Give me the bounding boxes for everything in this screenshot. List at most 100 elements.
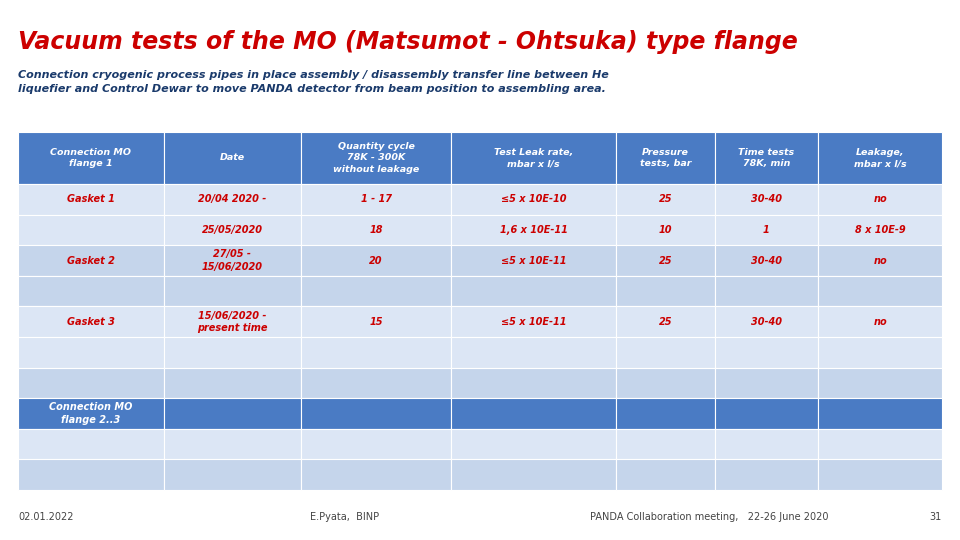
Bar <box>818 245 942 276</box>
Bar <box>451 306 615 337</box>
Text: Connection MO
flange 2..3: Connection MO flange 2..3 <box>49 402 132 424</box>
Text: Time tests
78K, min: Time tests 78K, min <box>738 148 795 168</box>
Text: 31: 31 <box>929 512 942 522</box>
Bar <box>300 184 451 214</box>
Bar <box>818 337 942 368</box>
Bar <box>451 398 615 429</box>
Bar <box>714 214 818 245</box>
Bar <box>615 276 714 306</box>
Text: 15: 15 <box>370 316 383 327</box>
Text: ≤5 x 10E-11: ≤5 x 10E-11 <box>501 316 566 327</box>
Text: 25: 25 <box>659 255 672 266</box>
Text: 8 x 10E-9: 8 x 10E-9 <box>854 225 905 235</box>
Bar <box>818 214 942 245</box>
Bar <box>615 306 714 337</box>
Text: ≤5 x 10E-10: ≤5 x 10E-10 <box>501 194 566 204</box>
Bar <box>451 460 615 490</box>
Bar <box>451 337 615 368</box>
Bar <box>714 368 818 398</box>
Text: 27/05 -
15/06/2020: 27/05 - 15/06/2020 <box>202 249 263 272</box>
Bar <box>714 337 818 368</box>
Bar <box>451 245 615 276</box>
Bar <box>615 368 714 398</box>
Bar <box>164 184 300 214</box>
Text: 30-40: 30-40 <box>751 316 782 327</box>
Bar <box>18 429 164 460</box>
Bar <box>714 306 818 337</box>
Bar <box>300 337 451 368</box>
Bar <box>451 368 615 398</box>
Bar <box>300 398 451 429</box>
Bar <box>164 429 300 460</box>
Bar <box>18 245 164 276</box>
Bar <box>714 429 818 460</box>
Bar <box>818 398 942 429</box>
Bar <box>300 368 451 398</box>
Text: Connection cryogenic process pipes in place assembly / disassembly transfer line: Connection cryogenic process pipes in pl… <box>18 70 609 94</box>
Bar <box>615 460 714 490</box>
Bar <box>818 132 942 184</box>
Text: PANDA Collaboration meeting,   22-26 June 2020: PANDA Collaboration meeting, 22-26 June … <box>590 512 828 522</box>
Text: Vacuum tests of the MO (Matsumot - Ohtsuka) type flange: Vacuum tests of the MO (Matsumot - Ohtsu… <box>18 30 798 54</box>
Bar <box>714 276 818 306</box>
Text: 02.01.2022: 02.01.2022 <box>18 512 74 522</box>
Bar <box>818 306 942 337</box>
Text: 30-40: 30-40 <box>751 194 782 204</box>
Bar <box>18 368 164 398</box>
Text: ≤5 x 10E-11: ≤5 x 10E-11 <box>501 255 566 266</box>
Text: 18: 18 <box>370 225 383 235</box>
Bar <box>615 132 714 184</box>
Bar <box>451 276 615 306</box>
Bar <box>164 276 300 306</box>
Text: Gasket 2: Gasket 2 <box>67 255 115 266</box>
Text: Gasket 1: Gasket 1 <box>67 194 115 204</box>
Bar <box>615 429 714 460</box>
Bar <box>818 460 942 490</box>
Bar <box>18 184 164 214</box>
Bar <box>818 184 942 214</box>
Text: E.Pyata,  BINP: E.Pyata, BINP <box>310 512 379 522</box>
Text: no: no <box>874 316 887 327</box>
Text: Test Leak rate,
mbar x l/s: Test Leak rate, mbar x l/s <box>494 148 573 168</box>
Bar <box>18 276 164 306</box>
Text: 10: 10 <box>659 225 672 235</box>
Text: 20/04 2020 -: 20/04 2020 - <box>199 194 267 204</box>
Bar <box>18 214 164 245</box>
Bar <box>18 132 164 184</box>
Bar <box>18 337 164 368</box>
Bar <box>300 429 451 460</box>
Bar <box>164 460 300 490</box>
Bar <box>164 368 300 398</box>
Text: 20: 20 <box>370 255 383 266</box>
Text: Connection MO
flange 1: Connection MO flange 1 <box>51 148 132 168</box>
Text: Pressure
tests, bar: Pressure tests, bar <box>639 148 691 168</box>
Bar <box>300 460 451 490</box>
Bar <box>714 460 818 490</box>
Bar <box>451 214 615 245</box>
Text: 1: 1 <box>763 225 770 235</box>
Bar <box>615 214 714 245</box>
Text: no: no <box>874 194 887 204</box>
Bar <box>300 276 451 306</box>
Bar <box>714 132 818 184</box>
Bar <box>18 306 164 337</box>
Bar <box>451 429 615 460</box>
Bar <box>300 132 451 184</box>
Text: 1 - 17: 1 - 17 <box>361 194 392 204</box>
Text: 25: 25 <box>659 194 672 204</box>
Bar <box>300 214 451 245</box>
Bar <box>714 245 818 276</box>
Bar <box>164 214 300 245</box>
Bar <box>300 245 451 276</box>
Text: 25/05/2020: 25/05/2020 <box>202 225 263 235</box>
Bar <box>714 184 818 214</box>
Text: 15/06/2020 -
present time: 15/06/2020 - present time <box>197 310 268 333</box>
Bar <box>818 429 942 460</box>
Bar <box>615 184 714 214</box>
Text: 25: 25 <box>659 316 672 327</box>
Bar <box>300 306 451 337</box>
Bar <box>164 306 300 337</box>
Bar <box>818 368 942 398</box>
Bar <box>164 132 300 184</box>
Bar <box>714 398 818 429</box>
